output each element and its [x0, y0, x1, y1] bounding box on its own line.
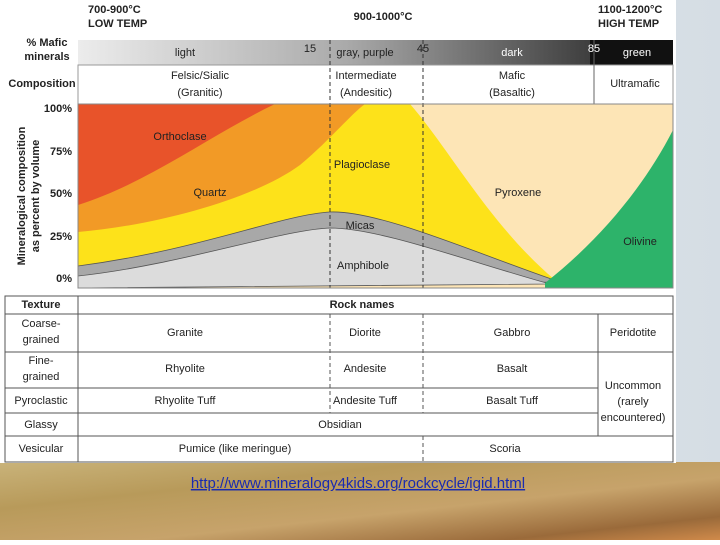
group: Ultramafic — [610, 78, 660, 90]
mafic-label: minerals — [24, 51, 69, 63]
chart-frame — [77, 103, 674, 289]
mafic-bar — [78, 40, 673, 65]
axis-label: 50% — [50, 188, 72, 200]
high-temp: 1100-1200°C — [598, 4, 662, 16]
group: Felsic/Sialic — [171, 70, 230, 82]
mineral: Orthoclase — [153, 131, 206, 143]
axis-label: 75% — [50, 146, 72, 158]
mineral: Micas — [346, 220, 375, 232]
rock: Andesite Tuff — [333, 395, 398, 407]
uncommon: encountered) — [601, 412, 666, 424]
rock: Granite — [167, 327, 203, 339]
rock: Andesite — [344, 363, 387, 375]
mafic-segment: light — [175, 47, 195, 59]
group: (Andesitic) — [340, 87, 392, 99]
composition-label: Composition — [8, 78, 75, 90]
rock: Diorite — [349, 327, 381, 339]
orthoclase-area — [78, 104, 275, 205]
rock: Pumice (like meringue) — [179, 443, 291, 455]
table-header: Rock names — [330, 299, 395, 311]
texture: Coarse- — [21, 318, 60, 330]
axis-label: 100% — [44, 103, 72, 115]
uncommon: Uncommon — [605, 380, 661, 392]
group: Intermediate — [335, 70, 396, 82]
group: (Granitic) — [177, 87, 222, 99]
mineral: Plagioclase — [334, 159, 390, 171]
texture: Vesicular — [19, 443, 64, 455]
mid-temp: 900-1000°C — [354, 11, 413, 23]
group: (Basaltic) — [489, 87, 535, 99]
mineral: Quartz — [193, 187, 226, 199]
mafic-segment: 15 — [304, 43, 316, 55]
bottom-bg — [0, 462, 720, 540]
texture: grained — [23, 371, 60, 383]
axis-title-line: Mineralogical composition — [16, 126, 28, 265]
rock: Gabbro — [494, 327, 531, 339]
rock: Scoria — [489, 443, 521, 455]
table-lines — [4, 295, 674, 463]
mafic-segment: dark — [501, 47, 523, 59]
mineral: Olivine — [623, 236, 657, 248]
mafic-label: % Mafic — [27, 37, 68, 49]
axis-label: 25% — [50, 231, 72, 243]
texture: Fine- — [28, 355, 53, 367]
olivine-area — [545, 130, 673, 288]
rock: Obsidian — [318, 419, 361, 431]
amphibole-area — [77, 227, 551, 289]
axis-title: Mineralogical composition as percent by … — [16, 126, 42, 265]
texture: Pyroclastic — [14, 395, 68, 407]
low-temp-label: LOW TEMP — [88, 18, 147, 30]
texture: grained — [23, 334, 60, 346]
rock: Rhyolite — [165, 363, 205, 375]
high-temp-label: HIGH TEMP — [598, 18, 659, 30]
mineral: Amphibole — [337, 260, 389, 272]
rock: Basalt — [497, 363, 528, 375]
rock: Basalt Tuff — [486, 395, 539, 407]
texture: Glassy — [24, 419, 58, 431]
mafic-segment: gray, purple — [336, 47, 393, 59]
mineral: Pyroxene — [495, 187, 541, 199]
mafic-segment: green — [623, 47, 651, 59]
rock: Rhyolite Tuff — [155, 395, 217, 407]
source-link[interactable]: http://www.mineralogy4kids.org/rockcycle… — [191, 475, 525, 492]
rock: Peridotite — [610, 327, 656, 339]
table-header: Texture — [22, 299, 61, 311]
axis-title-line: as percent by volume — [30, 140, 42, 253]
group: Mafic — [499, 70, 526, 82]
mafic-bar-end — [590, 40, 673, 65]
axis-label: 0% — [56, 273, 72, 285]
low-temp: 700-900°C — [88, 4, 141, 16]
uncommon: (rarely — [617, 396, 649, 408]
